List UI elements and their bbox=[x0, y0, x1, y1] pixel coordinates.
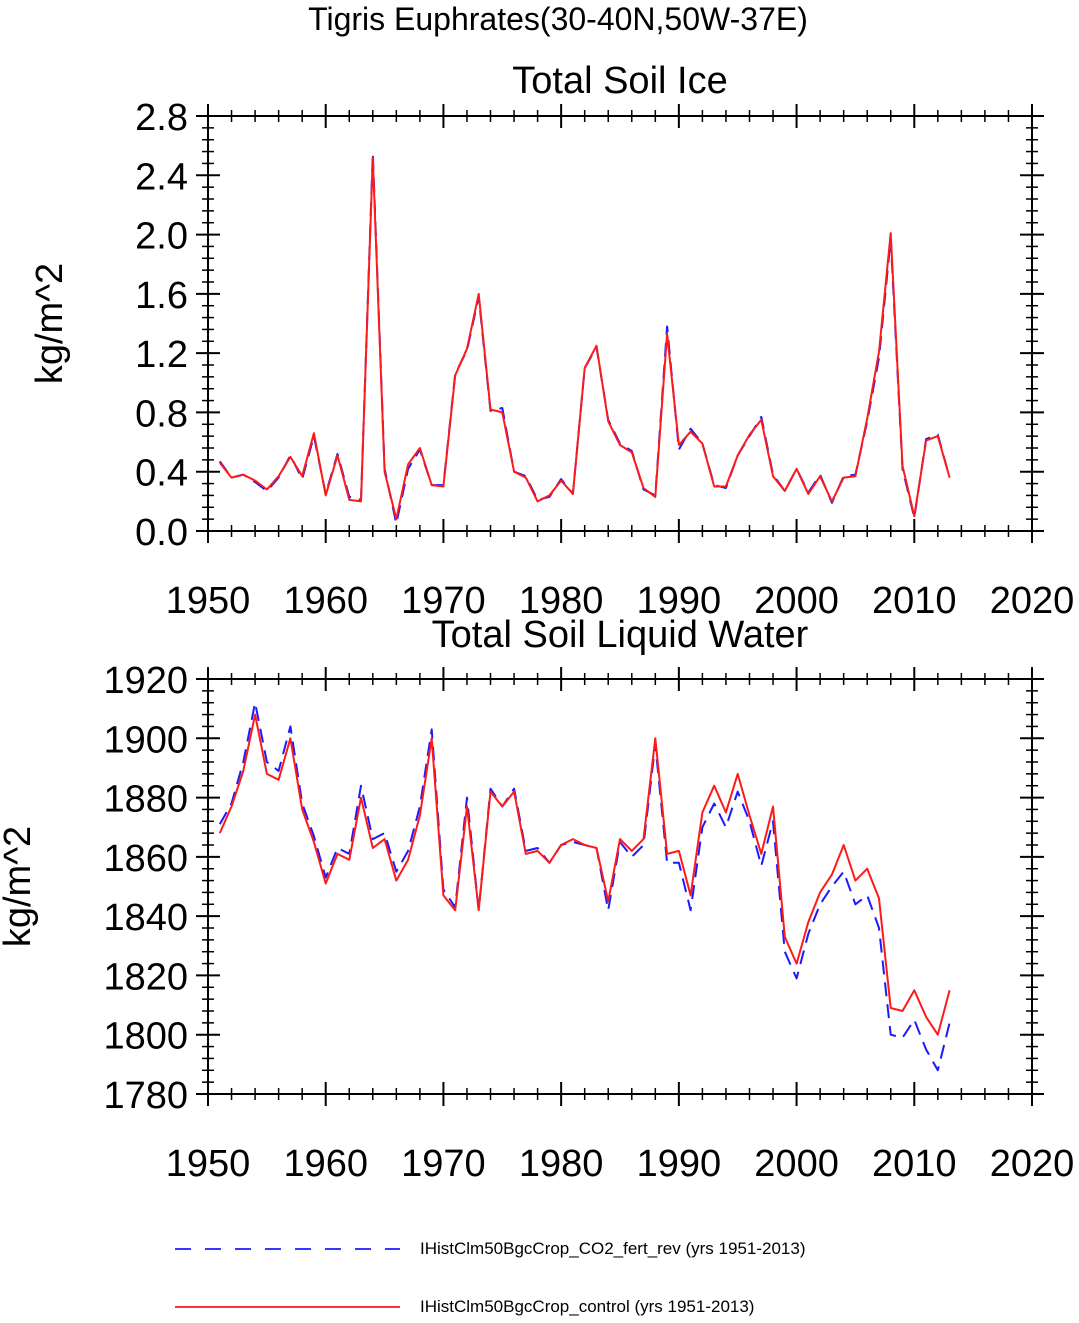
y-tick-label: 2.8 bbox=[135, 97, 188, 139]
y-tick-label: 1780 bbox=[103, 1075, 188, 1117]
y-tick-label: 1.2 bbox=[135, 334, 188, 376]
plot-frame bbox=[207, 678, 1033, 1095]
x-tick-label: 1980 bbox=[519, 580, 604, 622]
panel-total-soil-liquid-water: Total Soil Liquid Water kg/m^2 1780 1800 182… bbox=[0, 614, 1074, 1185]
y-tick-label: 1840 bbox=[103, 897, 188, 939]
series-line-co2-fert-rev bbox=[218, 701, 951, 1072]
y-tick-label: 2.0 bbox=[135, 216, 188, 258]
panel-title: Total Soil Liquid Water bbox=[432, 614, 809, 656]
x-tick-label: 1970 bbox=[401, 1143, 486, 1185]
x-tick-label: 1960 bbox=[283, 580, 368, 622]
y-tick-label: 1880 bbox=[103, 779, 188, 821]
panel-total-soil-ice: Total Soil Ice kg/m^2 0.0 0.4 0.8 1.2 1.6 2.0 2.… bbox=[29, 60, 1074, 622]
panel-title: Total Soil Ice bbox=[512, 60, 727, 102]
x-tick-label: 1970 bbox=[401, 580, 486, 622]
legend-swatch-dashed bbox=[175, 1248, 400, 1250]
y-tick-label: 1920 bbox=[103, 660, 188, 702]
x-tick-label: 1980 bbox=[519, 1143, 604, 1185]
x-tick-label: 1960 bbox=[283, 1143, 368, 1185]
x-tick-label: 2020 bbox=[990, 1143, 1075, 1185]
x-tick-label: 2000 bbox=[754, 1143, 839, 1185]
x-tick-label: 2020 bbox=[990, 580, 1075, 622]
x-tick-label: 2000 bbox=[754, 580, 839, 622]
y-tick-label: 0.4 bbox=[135, 453, 188, 495]
y-tick-label: 2.4 bbox=[135, 156, 188, 198]
y-tick-label: 0.0 bbox=[135, 512, 188, 554]
y-tick-label: 1820 bbox=[103, 956, 188, 998]
y-tick-label: 1900 bbox=[103, 719, 188, 761]
x-tick-label: 1990 bbox=[637, 580, 722, 622]
y-axis-label: kg/m^2 bbox=[0, 826, 39, 947]
x-tick-label: 2010 bbox=[872, 1143, 957, 1185]
legend-label: IHistClm50BgcCrop_CO2_fert_rev (yrs 1951… bbox=[420, 1239, 806, 1258]
legend-label: IHistClm50BgcCrop_control (yrs 1951-2013… bbox=[420, 1297, 755, 1316]
series-line-control bbox=[219, 156, 951, 521]
plot-frame bbox=[207, 115, 1033, 532]
y-tick-label: 1860 bbox=[103, 838, 188, 880]
legend-item-co2-fert-rev: IHistClm50BgcCrop_CO2_fert_rev (yrs 1951… bbox=[175, 1234, 806, 1264]
y-tick-label: 1800 bbox=[103, 1016, 188, 1058]
figure-title: Tigris Euphrates(30-40N,50W-37E) bbox=[308, 1, 808, 37]
legend-item-control: IHistClm50BgcCrop_control (yrs 1951-2013… bbox=[175, 1292, 754, 1322]
x-tick-label: 1950 bbox=[166, 580, 251, 622]
legend-swatch-solid bbox=[175, 1306, 400, 1308]
x-tick-label: 2010 bbox=[872, 580, 957, 622]
x-tick-label: 1950 bbox=[166, 1143, 251, 1185]
y-tick-label: 0.8 bbox=[135, 393, 188, 435]
y-tick-label: 1.6 bbox=[135, 275, 188, 317]
y-axis-label: kg/m^2 bbox=[29, 263, 71, 384]
series-line-control bbox=[218, 713, 951, 1036]
series-line-co2-fert-rev bbox=[218, 152, 951, 525]
x-tick-label: 1990 bbox=[637, 1143, 722, 1185]
